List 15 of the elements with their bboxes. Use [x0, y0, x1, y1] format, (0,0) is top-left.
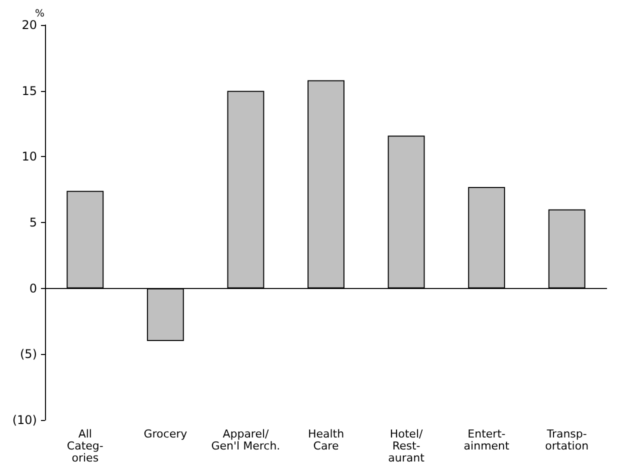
x-tick-label: Grocery — [144, 428, 188, 440]
y-axis-title: % — [35, 8, 45, 20]
x-tick-label: Hotel/ Rest- aurant — [388, 428, 426, 464]
y-tick-label: 0 — [29, 281, 37, 296]
x-tick-label: Health Care — [308, 428, 344, 452]
x-tick-label: Transp- ortation — [545, 428, 589, 452]
y-tick-label: 20 — [22, 18, 37, 32]
y-tick-label: 15 — [22, 84, 37, 98]
x-tick-label: Entert- ainment — [464, 428, 510, 452]
x-tick-label: Apparel/ Gen'l Merch. — [211, 428, 280, 452]
y-tick-label: (5) — [20, 347, 37, 362]
y-tick-label: 5 — [29, 216, 37, 230]
y-tick-label: 10 — [22, 150, 37, 164]
x-tick-label: All Categ- ories — [66, 428, 104, 464]
y-tick-label: (10) — [12, 413, 37, 427]
